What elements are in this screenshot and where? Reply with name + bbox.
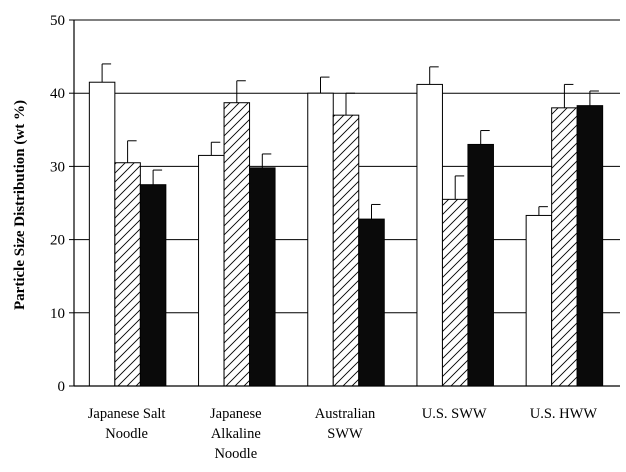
y-tick-label: 30: [50, 159, 65, 175]
category-label: U.S. SWW: [422, 406, 487, 422]
category-label: Australian SWW: [315, 406, 376, 442]
y-tick-label: 10: [50, 306, 65, 322]
hatched-bar: [223, 102, 251, 387]
black-bar: [249, 167, 276, 387]
black-bar: [139, 184, 167, 387]
white-bar: [525, 214, 553, 387]
axes: [73, 20, 620, 387]
category-label: U.S. HWW: [530, 406, 598, 422]
y-tick-label: 0: [58, 379, 66, 395]
category-label-line: Alkaline: [211, 426, 261, 442]
y-tick-label: 20: [50, 233, 65, 249]
black-bar: [467, 143, 494, 387]
y-tick-labels: 0 10 20 30 40 50: [50, 13, 74, 395]
hatched-bar: [441, 198, 469, 387]
category-label-line: Japanese: [210, 406, 262, 422]
category-label-line: Australian: [315, 406, 376, 422]
y-tick-label: 40: [50, 86, 65, 102]
hatched-bar: [551, 107, 578, 387]
category-label-line: Japanese Salt: [88, 406, 166, 422]
black-bar: [576, 105, 604, 387]
white-bar: [307, 92, 334, 387]
y-tick-label: 50: [50, 13, 65, 29]
black-bar: [358, 218, 385, 387]
bars: [88, 63, 604, 387]
white-bar: [416, 83, 443, 387]
category-label-line: U.S. SWW: [422, 406, 487, 422]
hatched-bar: [114, 162, 141, 387]
category-label-line: Noodle: [105, 426, 148, 442]
y-axis-title: Particle Size Distribution (wt %): [12, 100, 28, 310]
category-label-line: U.S. HWW: [530, 406, 598, 422]
category-label-line: SWW: [327, 426, 363, 442]
hatched-bar: [332, 114, 360, 387]
category-labels: Japanese Salt Noodle Japanese Alkaline Noodl…: [88, 406, 598, 462]
white-bar: [88, 81, 116, 387]
category-label: Japanese Salt Noodle: [88, 406, 166, 442]
category-label-line: Noodle: [214, 446, 257, 462]
white-bar: [198, 154, 225, 387]
category-label: Japanese Alkaline Noodle: [210, 406, 262, 462]
